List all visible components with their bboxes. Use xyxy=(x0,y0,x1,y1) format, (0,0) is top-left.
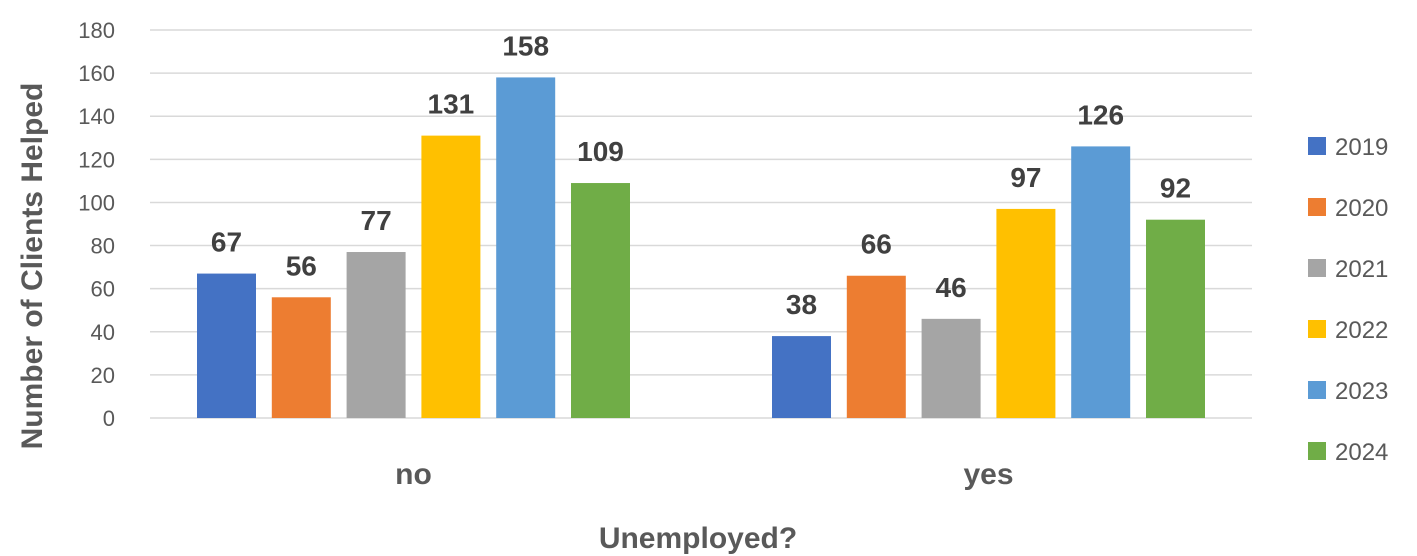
data-label-no-2020: 56 xyxy=(286,250,317,281)
legend-label: 2021 xyxy=(1335,256,1388,283)
data-labels: 67 56 77 131 158 109 38 66 46 97 126 92 xyxy=(211,30,1191,320)
bar-yes-2019 xyxy=(772,336,831,418)
bar-yes-2024 xyxy=(1146,219,1205,418)
legend-swatch xyxy=(1308,259,1326,277)
legend-item-2024: 2024 xyxy=(1308,439,1388,466)
legend-label: 2022 xyxy=(1335,317,1388,344)
gridlines xyxy=(150,29,1252,419)
bar-yes-2022 xyxy=(996,208,1056,418)
bar-no-2021 xyxy=(346,252,406,418)
x-tick-label-yes: yes xyxy=(963,458,1013,491)
data-label-no-2024: 109 xyxy=(577,136,624,167)
y-tick-label: 0 xyxy=(103,406,115,431)
y-tick-label: 180 xyxy=(78,18,115,43)
x-axis-title: Unemployed? xyxy=(599,522,797,555)
y-tick-label: 140 xyxy=(78,104,115,129)
bar-no-2024 xyxy=(571,183,630,418)
legend-label: 2019 xyxy=(1335,134,1388,161)
y-tick-label: 100 xyxy=(78,190,115,215)
bar-no-2020 xyxy=(271,297,331,418)
legend-item-2020: 2020 xyxy=(1308,195,1388,222)
bar-no-2019 xyxy=(197,273,256,418)
x-tick-label-no: no xyxy=(395,458,432,491)
data-label-no-2023: 158 xyxy=(502,30,549,61)
legend-swatch xyxy=(1308,198,1326,216)
legend-item-2023: 2023 xyxy=(1308,378,1388,405)
y-tick-label: 40 xyxy=(91,320,115,345)
y-axis-title: Number of Clients Helped xyxy=(16,83,49,450)
y-tick-label: 120 xyxy=(78,147,115,172)
data-label-yes-2024: 92 xyxy=(1160,173,1191,204)
data-label-no-2022: 131 xyxy=(428,89,475,120)
y-tick-label: 160 xyxy=(78,61,115,86)
data-label-yes-2021: 46 xyxy=(936,272,967,303)
bar-no-2023 xyxy=(496,77,556,418)
bar-yes-2023 xyxy=(1071,146,1131,418)
y-tick-label: 20 xyxy=(91,363,115,388)
bars xyxy=(197,77,1205,418)
bar-no-2022 xyxy=(421,135,481,418)
legend-label: 2023 xyxy=(1335,378,1388,405)
data-label-yes-2020: 66 xyxy=(861,229,892,260)
y-axis-ticks: 0 20 40 60 80 100 120 140 160 180 xyxy=(78,18,115,431)
data-label-no-2021: 77 xyxy=(361,205,392,236)
data-label-yes-2022: 97 xyxy=(1010,162,1041,193)
legend-label: 2024 xyxy=(1335,439,1388,466)
legend-item-2022: 2022 xyxy=(1308,317,1388,344)
legend: 2019 2020 2021 2022 2023 2024 xyxy=(1308,134,1388,466)
legend-swatch xyxy=(1308,381,1326,399)
bar-yes-2021 xyxy=(921,318,981,418)
data-label-yes-2023: 126 xyxy=(1077,99,1124,130)
legend-item-2021: 2021 xyxy=(1308,256,1388,283)
x-axis-ticks: no yes xyxy=(395,458,1013,491)
bar-yes-2020 xyxy=(846,275,906,418)
legend-label: 2020 xyxy=(1335,195,1388,222)
y-tick-label: 60 xyxy=(91,277,115,302)
legend-item-2019: 2019 xyxy=(1308,134,1388,161)
legend-swatch xyxy=(1308,442,1326,460)
y-tick-label: 80 xyxy=(91,234,115,259)
legend-swatch xyxy=(1308,137,1326,155)
legend-swatch xyxy=(1308,320,1326,338)
data-label-no-2019: 67 xyxy=(211,227,242,258)
data-label-yes-2019: 38 xyxy=(786,289,817,320)
